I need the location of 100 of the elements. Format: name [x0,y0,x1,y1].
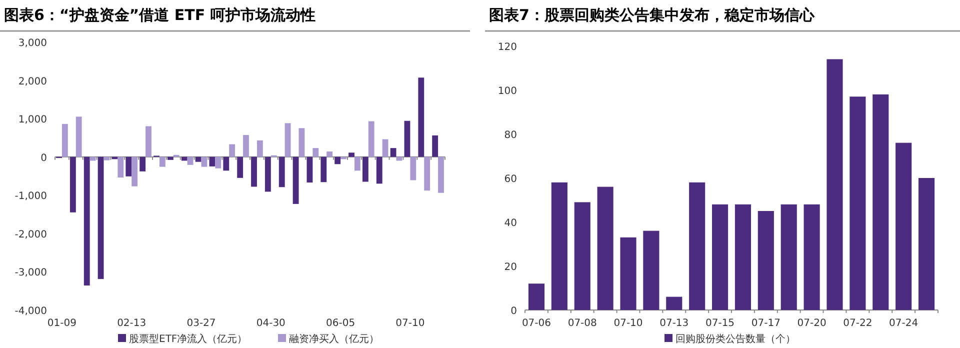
bar [306,156,313,183]
y-tick-label: 100 [498,86,517,97]
x-tick-label: 07-17 [751,318,780,329]
bar [201,156,208,167]
bar [362,156,368,182]
bar [410,156,416,180]
x-tick-label: 07-15 [705,318,735,329]
bar [62,124,68,157]
bar [432,135,438,157]
bar [551,182,568,310]
y-tick-label: -3,000 [14,268,47,279]
y-tick-label: -1,000 [14,191,47,202]
x-tick-label: 07-22 [843,318,872,329]
bar [284,123,291,157]
bar [320,156,327,182]
bar [354,156,360,171]
bar [424,156,430,191]
bar [872,94,889,310]
bar [689,182,706,310]
bar [256,140,263,157]
y-tick-label: 60 [504,174,517,185]
bar [278,156,285,188]
bar [438,156,444,193]
y-tick-label: 1,000 [18,114,47,126]
x-tick-label: 02-13 [117,318,146,329]
bar [376,156,382,184]
x-tick-label: 07-20 [797,318,826,329]
legend-label: 回购股份类公告数量（个） [676,333,796,345]
x-tick-label: 07-24 [889,318,918,329]
bar [643,230,660,310]
bar [223,156,230,171]
bar [209,156,216,166]
x-tick-label: 07-06 [522,318,552,329]
x-tick-label: 06-05 [326,318,356,329]
legend-label: 股票型ETF净流入（亿元） [129,333,248,345]
bar [390,148,396,157]
bar [334,156,341,164]
bar [243,135,249,157]
x-tick-label: 04-30 [256,318,286,329]
bar [98,156,104,279]
bar [758,211,774,310]
y-tick-label: -2,000 [14,229,47,240]
x-tick-label: 07-10 [396,318,425,329]
bar [229,144,236,157]
bar [666,296,682,310]
bar [159,156,166,167]
bar [574,202,590,310]
bar [734,204,752,310]
y-tick-label: 40 [504,218,517,229]
bar [140,156,146,172]
y-tick-label: 2,000 [18,76,47,88]
x-tick-label: 03-27 [186,318,216,329]
x-tick-label: 07-08 [568,318,597,329]
chart-title: 图表7：股票回购类公告集中发布，稳定市场信心 [489,6,816,24]
bar [528,284,545,310]
bar [326,151,333,157]
bar [118,156,124,178]
bar [146,126,152,157]
bar [126,156,132,176]
bar [237,156,244,178]
bar [181,156,188,161]
bar [215,156,222,168]
bar [918,178,935,310]
bar [167,156,174,160]
bar [312,148,319,157]
y-tick-label: -4,000 [14,306,47,317]
x-tick-label: 01-09 [47,318,76,329]
bar [187,156,194,165]
bar [418,78,424,157]
bar [404,120,410,157]
bar [382,139,388,157]
bar [132,156,138,186]
x-tick-label: 07-10 [614,318,643,329]
legend-label: 融资净买入（亿元） [289,333,379,345]
y-tick-label: 0 [510,306,517,317]
bar [104,156,110,160]
bar [84,156,90,286]
y-tick-label: 20 [504,262,517,273]
bar [712,204,728,310]
y-tick-label: 0 [40,152,47,164]
x-tick-label: 07-13 [660,318,689,329]
bar [804,204,820,310]
y-tick-label: 3,000 [18,38,47,49]
y-tick-label: 80 [504,130,517,141]
bar [597,186,614,310]
bar [896,142,912,310]
bar [348,152,354,157]
bar [292,156,299,204]
bar [76,116,82,157]
chart-title: 图表6：“护盘资金”借道 ETF 呵护市场流动性 [4,6,316,24]
bar [195,156,202,162]
bar [620,237,636,310]
bar [251,156,257,187]
bar [780,204,797,310]
bar [850,96,866,310]
bar [264,156,271,192]
bar [70,156,76,212]
legend: 回购股份类公告数量（个） [664,334,796,345]
y-tick-label: 120 [498,42,517,53]
bar [368,121,374,157]
